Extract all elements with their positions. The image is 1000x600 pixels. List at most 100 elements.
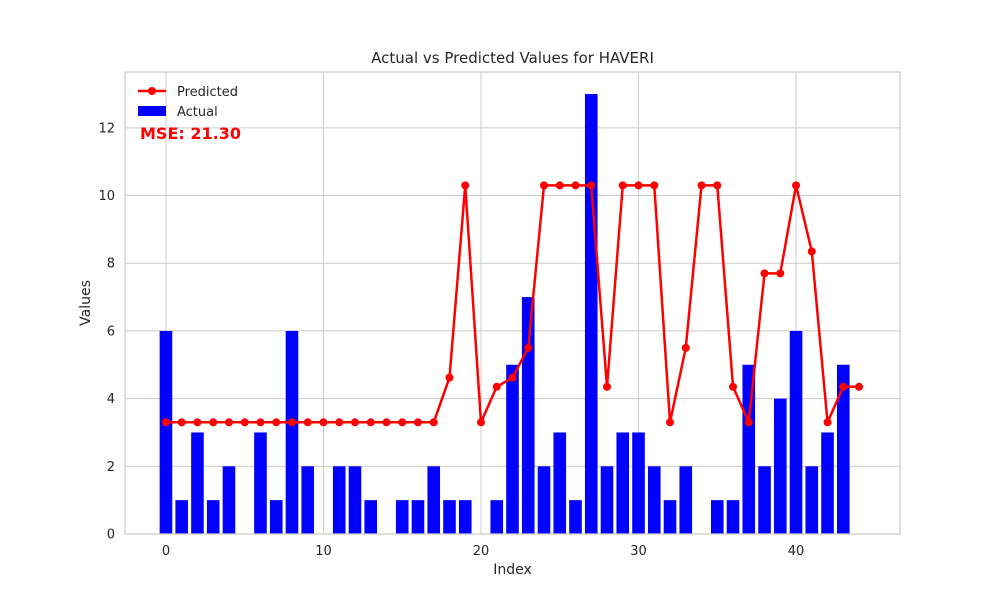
x-tick-label: 40 bbox=[788, 544, 805, 559]
actual-bar bbox=[600, 466, 614, 534]
x-axis-label: Index bbox=[493, 562, 532, 578]
actual-bar bbox=[789, 330, 803, 534]
predicted-point bbox=[382, 418, 391, 427]
predicted-point bbox=[618, 181, 627, 190]
actual-bar bbox=[427, 466, 441, 534]
plot-frame bbox=[124, 71, 901, 535]
predicted-point bbox=[256, 418, 265, 427]
predicted-point bbox=[681, 343, 690, 352]
predicted-point bbox=[634, 181, 643, 190]
predicted-point bbox=[776, 269, 785, 278]
predicted-point bbox=[177, 418, 186, 427]
predicted-point bbox=[508, 373, 517, 382]
y-tick-label: 4 bbox=[107, 392, 115, 407]
actual-bar bbox=[805, 466, 819, 534]
predicted-point bbox=[413, 418, 422, 427]
predicted-point bbox=[744, 418, 753, 427]
y-axis-label: Values bbox=[78, 280, 94, 326]
predicted-point bbox=[697, 181, 706, 190]
actual-bar bbox=[569, 500, 582, 534]
actual-bar bbox=[710, 500, 724, 534]
actual-bar bbox=[506, 364, 519, 534]
predicted-point bbox=[729, 382, 738, 391]
actual-bar bbox=[159, 330, 173, 534]
predicted-point bbox=[350, 418, 359, 427]
actual-bar bbox=[285, 330, 299, 534]
predicted-point bbox=[807, 247, 816, 256]
predicted-point bbox=[492, 382, 501, 391]
predicted-point bbox=[666, 418, 675, 427]
predicted-point bbox=[445, 373, 454, 382]
predicted-point bbox=[476, 418, 485, 427]
actual-bar bbox=[773, 398, 787, 534]
predicted-point bbox=[855, 382, 864, 391]
legend: Predicted Actual bbox=[138, 85, 238, 120]
actual-bar bbox=[411, 500, 425, 534]
y-tick-label: 6 bbox=[107, 324, 115, 339]
x-tick-label: 30 bbox=[630, 544, 647, 559]
actual-bar bbox=[222, 466, 236, 534]
actual-bar bbox=[269, 500, 283, 534]
actual-bar bbox=[584, 94, 598, 534]
predicted-point bbox=[335, 418, 344, 427]
y-tick-label: 0 bbox=[107, 528, 115, 543]
actual-bar bbox=[175, 500, 189, 534]
predicted-point bbox=[287, 418, 296, 427]
predicted-point bbox=[555, 181, 564, 190]
x-tick-label: 20 bbox=[473, 544, 490, 559]
predicted-point bbox=[823, 418, 832, 427]
actual-bar bbox=[395, 500, 409, 534]
y-tick-label: 10 bbox=[98, 189, 115, 204]
predicted-point bbox=[713, 181, 722, 190]
actual-bar bbox=[191, 432, 204, 534]
predicted-point bbox=[272, 418, 281, 427]
legend-predicted-marker bbox=[148, 87, 156, 95]
legend-actual-swatch bbox=[138, 106, 166, 116]
actual-bar bbox=[663, 500, 677, 534]
predicted-point bbox=[429, 418, 438, 427]
tick-labels: 0 2 4 6 8 10 12 0 10 20 30 40 bbox=[98, 121, 804, 559]
y-tick-label: 8 bbox=[107, 257, 115, 272]
actual-bar bbox=[348, 466, 362, 534]
y-tick-label: 12 bbox=[98, 121, 115, 136]
predicted-point bbox=[319, 418, 328, 427]
actual-bar bbox=[364, 500, 378, 534]
predicted-point bbox=[224, 418, 233, 427]
actual-bar bbox=[332, 466, 346, 534]
predicted-line-layer bbox=[161, 181, 864, 427]
predicted-point bbox=[760, 269, 769, 278]
actual-bar bbox=[647, 466, 661, 534]
actual-bar bbox=[726, 500, 740, 534]
predicted-point bbox=[303, 418, 312, 427]
actual-bar bbox=[679, 466, 693, 534]
predicted-point bbox=[571, 181, 580, 190]
actual-bar bbox=[742, 364, 756, 534]
y-tick-label: 2 bbox=[107, 460, 115, 475]
actual-bar bbox=[301, 466, 315, 534]
predicted-point bbox=[650, 181, 659, 190]
actual-bar bbox=[206, 500, 220, 534]
predicted-point bbox=[398, 418, 407, 427]
actual-bar bbox=[553, 432, 567, 534]
x-tick-label: 0 bbox=[162, 544, 170, 559]
actual-bar bbox=[521, 297, 535, 534]
actual-bar bbox=[836, 364, 850, 534]
actual-bar bbox=[616, 432, 630, 534]
actual-bar bbox=[490, 500, 504, 534]
predicted-point bbox=[792, 181, 801, 190]
predicted-point bbox=[587, 181, 596, 190]
predicted-point bbox=[209, 418, 218, 427]
predicted-point bbox=[161, 418, 170, 427]
predicted-point bbox=[839, 382, 848, 391]
actual-bar bbox=[537, 466, 551, 534]
legend-actual-label: Actual bbox=[177, 105, 218, 120]
actual-bar bbox=[632, 432, 645, 534]
predicted-point bbox=[603, 382, 612, 391]
predicted-point bbox=[366, 418, 375, 427]
actual-bar bbox=[821, 432, 834, 534]
actual-bar bbox=[443, 500, 456, 534]
predicted-point bbox=[461, 181, 470, 190]
actual-bar bbox=[254, 432, 267, 534]
actual-bar bbox=[458, 500, 472, 534]
